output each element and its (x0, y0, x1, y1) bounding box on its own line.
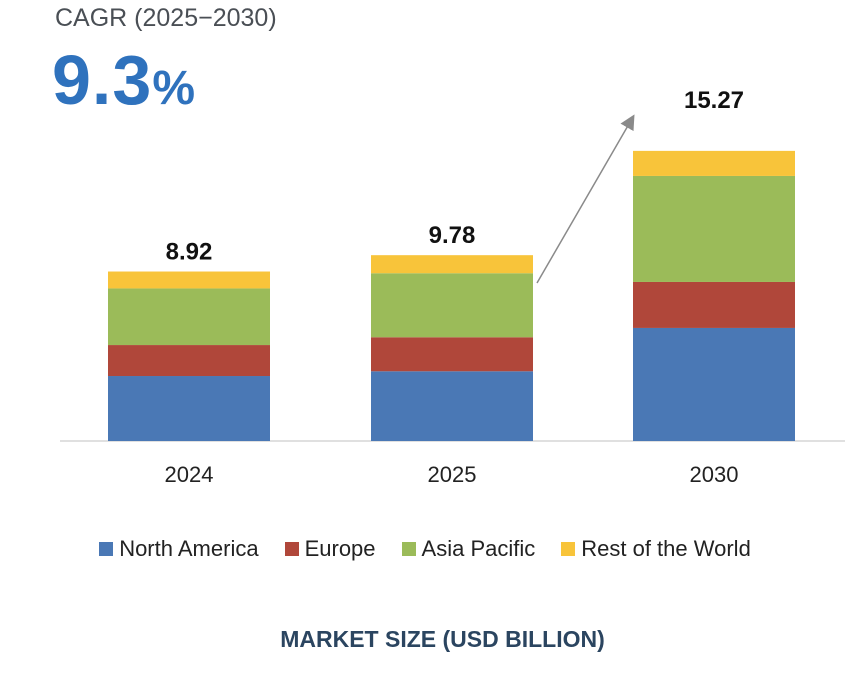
bar-segment-asia-pacific-2025 (371, 273, 533, 338)
legend-item-rest-of-the-world: Rest of the World (561, 536, 751, 562)
growth-arrow (536, 114, 635, 284)
legend-label: Rest of the World (581, 536, 751, 561)
bar-segment-rest-of-the-world-2030 (633, 150, 795, 176)
bar-segment-rest-of-the-world-2025 (371, 255, 533, 274)
legend-item-europe: Europe (284, 536, 376, 562)
total-label-2030: 15.27 (684, 87, 744, 114)
legend-swatch (401, 542, 416, 556)
legend-swatch (284, 542, 299, 556)
total-label-2025: 9.78 (429, 222, 476, 249)
bar-segment-asia-pacific-2030 (633, 175, 795, 282)
stacked-bar-chart: 8.92 2024 9.78 2025 15.27 2030 (60, 87, 845, 487)
bar-segment-rest-of-the-world-2024 (108, 271, 270, 289)
bar-segment-asia-pacific-2024 (108, 288, 270, 346)
x-tick-label-2024: 2024 (165, 462, 214, 487)
legend-swatch (99, 542, 114, 556)
legend-label: North America (119, 536, 259, 561)
cagr-value: 9.3% (52, 40, 196, 120)
legend: North America Europe Asia Pacific Rest of t… (0, 536, 850, 562)
legend-item-north-america: North America (99, 536, 259, 562)
bar-segment-north-america-2025 (371, 371, 533, 441)
bar-segment-europe-2024 (108, 345, 270, 377)
bar-segment-north-america-2030 (633, 327, 795, 441)
cagr-number: 9.3 (52, 41, 153, 119)
bar-segment-europe-2025 (371, 337, 533, 372)
bar-segment-north-america-2024 (108, 376, 270, 441)
x-tick-label-2030: 2030 (690, 462, 739, 487)
legend-label: Asia Pacific (421, 536, 536, 561)
x-tick-label-2025: 2025 (428, 462, 477, 487)
cagr-label: CAGR (2025−2030) (55, 4, 277, 32)
total-label-2024: 8.92 (166, 239, 213, 266)
legend-swatch (561, 542, 576, 556)
legend-item-asia-pacific: Asia Pacific (401, 536, 536, 562)
legend-label: Europe (304, 536, 376, 561)
x-axis-title: MARKET SIZE (USD BILLION) (280, 626, 605, 652)
cagr-unit: % (152, 62, 196, 115)
bar-segment-europe-2030 (633, 281, 795, 328)
